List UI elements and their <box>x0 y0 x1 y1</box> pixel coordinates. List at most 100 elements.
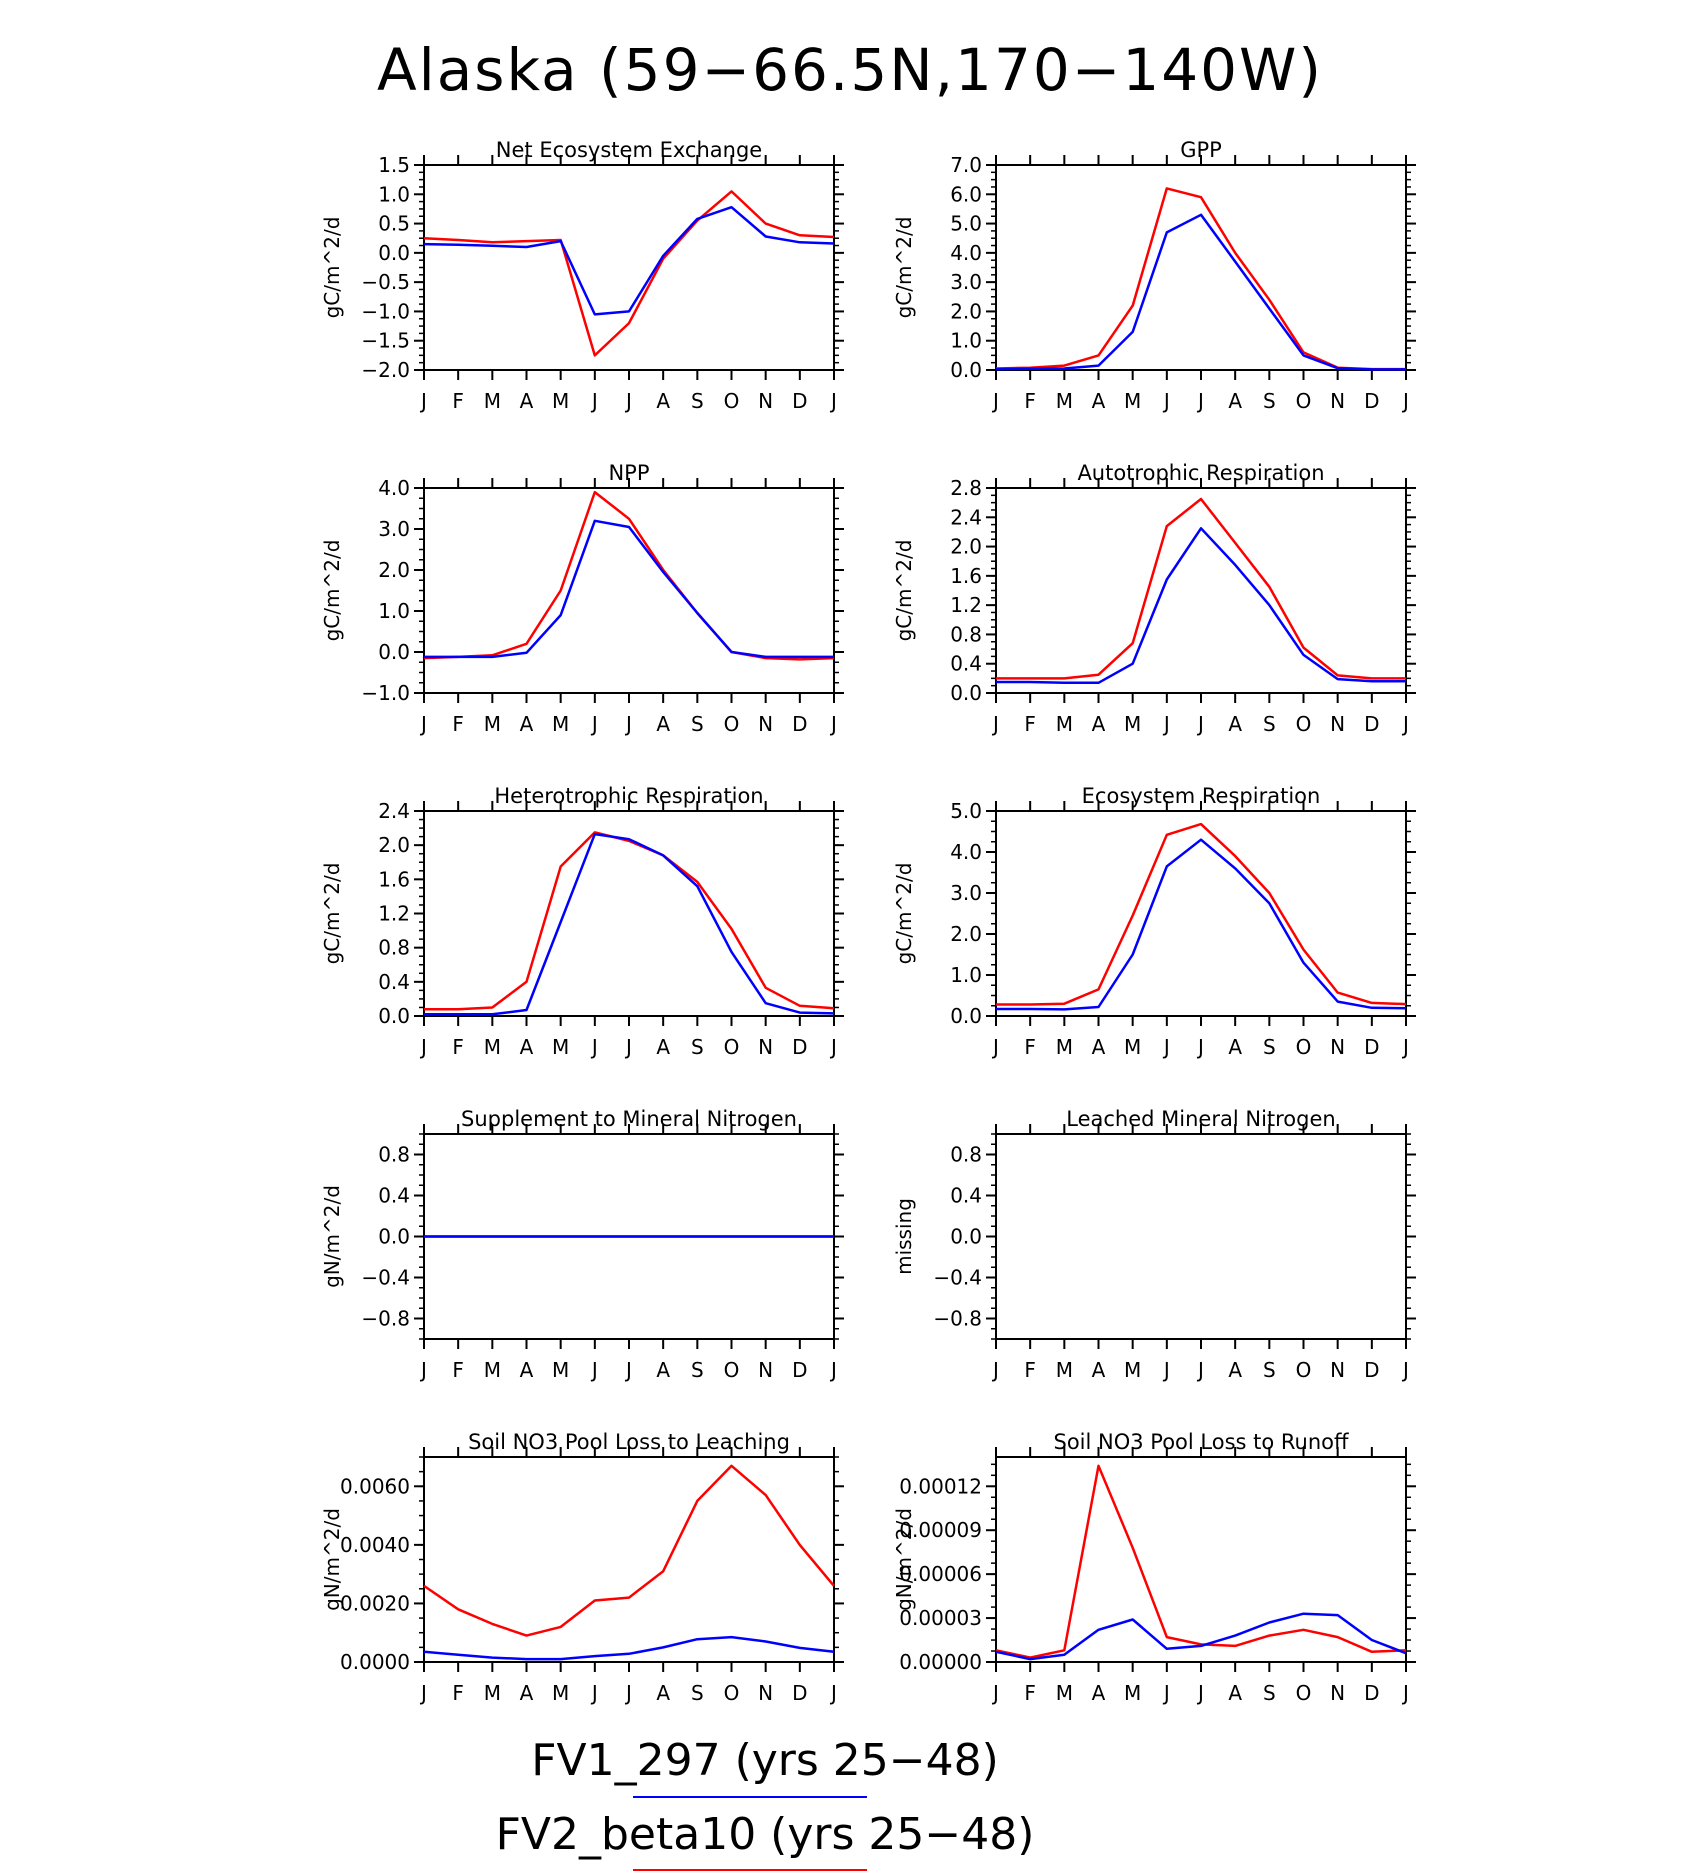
series-line-1 <box>423 1464 835 1637</box>
y-tick-label: 1.5 <box>378 153 410 177</box>
y-tick-label: 3.0 <box>378 517 410 541</box>
y-tick-label: 2.8 <box>950 476 982 500</box>
x-tick-label: S <box>691 712 704 736</box>
y-tick-label: 0.0 <box>378 640 410 664</box>
y-tick-label: 4.0 <box>950 241 982 265</box>
x-tick-label: D <box>792 1358 807 1382</box>
chart-panel-4: Autotrophic Respiration0.00.40.81.21.62.… <box>892 461 1416 736</box>
x-tick-label: A <box>656 1681 670 1705</box>
x-tick-label: O <box>1296 1681 1312 1705</box>
y-tick-label: 2.0 <box>950 299 982 323</box>
x-tick-label: D <box>1364 1035 1379 1059</box>
x-tick-label: J <box>991 712 999 736</box>
x-tick-label: O <box>1296 712 1312 736</box>
legend: FV1_297 (yrs 25−48) FV2_beta10 (yrs 25−4… <box>496 1735 1034 1871</box>
chart-panel-10: Soil NO3 Pool Loss to Runoff0.000000.000… <box>892 1430 1416 1705</box>
y-tick-label: −1.0 <box>361 681 410 705</box>
x-tick-label: F <box>1024 1358 1036 1382</box>
series-line-1 <box>996 822 1407 1006</box>
x-tick-label: A <box>1092 389 1106 413</box>
y-tick-label: 0.00003 <box>899 1606 982 1630</box>
series-line-2 <box>996 838 1407 1011</box>
x-tick-label: D <box>1364 1358 1379 1382</box>
x-tick-label: A <box>520 1358 534 1382</box>
chart-panel-5: Heterotrophic Respiration0.00.40.81.21.6… <box>320 784 844 1059</box>
x-tick-label: J <box>624 1358 632 1382</box>
x-tick-label: J <box>419 389 427 413</box>
y-axis-label: gC/m^2/d <box>320 217 344 319</box>
x-tick-label: J <box>590 1035 598 1059</box>
x-tick-label: M <box>1124 1358 1141 1382</box>
x-tick-label: S <box>691 1681 704 1705</box>
y-tick-label: −1.0 <box>361 299 410 323</box>
x-tick-label: D <box>1364 1681 1379 1705</box>
x-tick-label: J <box>624 389 632 413</box>
y-tick-label: 0.8 <box>950 1143 982 1167</box>
x-tick-label: M <box>552 712 569 736</box>
x-tick-label: J <box>590 1358 598 1382</box>
x-tick-label: M <box>1124 389 1141 413</box>
x-tick-label: S <box>1263 1358 1276 1382</box>
x-tick-label: D <box>1364 712 1379 736</box>
x-tick-label: M <box>484 712 501 736</box>
x-tick-label: A <box>656 1035 670 1059</box>
x-tick-label: A <box>1092 1358 1106 1382</box>
x-tick-label: A <box>1092 1035 1106 1059</box>
x-tick-label: J <box>1196 1358 1204 1382</box>
x-tick-label: A <box>520 389 534 413</box>
series-line-2 <box>424 832 835 1016</box>
x-tick-label: M <box>484 1035 501 1059</box>
y-tick-label: 1.2 <box>378 902 410 926</box>
x-tick-label: J <box>419 712 427 736</box>
x-tick-label: J <box>829 712 837 736</box>
x-tick-label: N <box>1330 1358 1345 1382</box>
y-axis-label: gC/m^2/d <box>320 863 344 965</box>
x-tick-label: J <box>419 1681 427 1705</box>
y-axis-label: gN/m^2/d <box>320 1508 344 1611</box>
x-tick-label: A <box>1092 712 1106 736</box>
y-tick-label: −0.8 <box>361 1307 410 1331</box>
x-tick-label: A <box>520 1035 534 1059</box>
series-line-2 <box>996 527 1406 685</box>
y-tick-label: 0.4 <box>950 1184 982 1208</box>
y-tick-label: 0.4 <box>950 652 982 676</box>
series-line-2 <box>424 519 834 659</box>
y-tick-label: 0.4 <box>378 1184 410 1208</box>
x-tick-label: A <box>656 1358 670 1382</box>
x-tick-label: N <box>758 1035 773 1059</box>
x-tick-label: J <box>829 1035 837 1059</box>
x-tick-label: J <box>1401 1035 1409 1059</box>
x-tick-label: J <box>991 389 999 413</box>
x-tick-label: M <box>1056 389 1073 413</box>
x-tick-label: M <box>1056 1681 1073 1705</box>
series-line-1 <box>996 497 1406 680</box>
x-tick-label: F <box>452 1681 464 1705</box>
x-tick-label: N <box>758 389 773 413</box>
x-tick-label: S <box>691 1358 704 1382</box>
y-axis-label: gC/m^2/d <box>892 540 916 642</box>
page-title: Alaska (59−66.5N,170−140W) <box>377 36 1323 104</box>
x-tick-label: M <box>1124 1681 1141 1705</box>
chart-panel-9: Soil NO3 Pool Loss to Leaching0.00000.00… <box>320 1430 844 1705</box>
x-tick-label: N <box>1330 712 1345 736</box>
y-tick-label: 6.0 <box>950 182 982 206</box>
x-tick-label: O <box>1296 1035 1312 1059</box>
x-tick-label: J <box>1162 389 1170 413</box>
y-tick-label: 0.0020 <box>340 1591 410 1615</box>
x-tick-label: O <box>724 712 740 736</box>
x-tick-label: M <box>552 1681 569 1705</box>
y-tick-label: 2.0 <box>950 922 982 946</box>
y-tick-label: 1.6 <box>950 564 982 588</box>
y-tick-label: 0.00000 <box>899 1650 982 1674</box>
y-tick-label: 0.00012 <box>899 1474 982 1498</box>
x-tick-label: A <box>1092 1681 1106 1705</box>
x-tick-label: M <box>484 389 501 413</box>
y-tick-label: 0.0 <box>378 241 410 265</box>
x-tick-label: J <box>1162 1358 1170 1382</box>
y-tick-label: 0.0 <box>378 1225 410 1249</box>
x-tick-label: N <box>1330 1681 1345 1705</box>
chart-panel-1: Net Ecosystem Exchange−2.0−1.5−1.0−0.50.… <box>320 138 844 413</box>
x-tick-label: D <box>792 1035 807 1059</box>
x-tick-label: M <box>552 1358 569 1382</box>
y-tick-label: 0.00006 <box>899 1562 982 1586</box>
